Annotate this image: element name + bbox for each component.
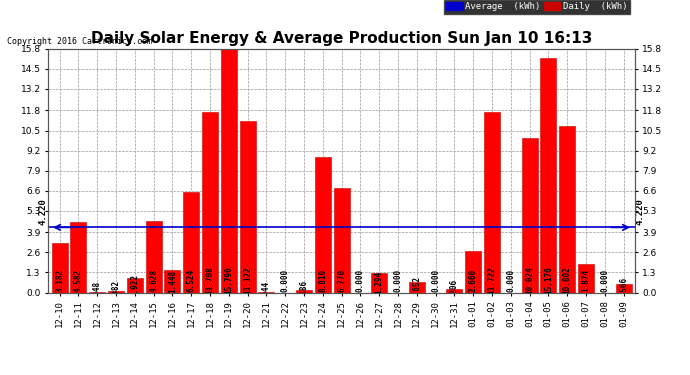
Bar: [108, 291, 124, 292]
Text: 0.000: 0.000: [600, 268, 609, 292]
Bar: [484, 112, 500, 292]
Text: 1.294: 1.294: [375, 271, 384, 294]
Text: 15.790: 15.790: [224, 266, 233, 294]
Bar: [52, 243, 68, 292]
Text: 0.044: 0.044: [262, 280, 271, 304]
Text: 11.722: 11.722: [487, 266, 496, 294]
Text: 0.566: 0.566: [619, 277, 628, 300]
Text: 0.922: 0.922: [130, 274, 139, 297]
Text: 1.874: 1.874: [582, 268, 591, 292]
Text: 11.708: 11.708: [206, 266, 215, 294]
Bar: [522, 138, 538, 292]
Text: 0.186: 0.186: [299, 279, 308, 303]
Bar: [202, 112, 218, 292]
Bar: [127, 278, 143, 292]
Bar: [371, 273, 387, 292]
Bar: [408, 282, 425, 292]
Text: 0.000: 0.000: [393, 268, 402, 292]
Text: 0.048: 0.048: [92, 280, 101, 304]
Text: 0.000: 0.000: [356, 268, 365, 292]
Bar: [446, 290, 462, 292]
Bar: [296, 290, 312, 292]
Bar: [164, 270, 180, 292]
Text: 0.000: 0.000: [281, 268, 290, 292]
Bar: [559, 126, 575, 292]
Text: Copyright 2016 Cartronics.com: Copyright 2016 Cartronics.com: [7, 38, 152, 46]
Text: 10.024: 10.024: [525, 266, 534, 294]
Text: 0.000: 0.000: [506, 268, 515, 292]
Text: 10.802: 10.802: [562, 266, 571, 294]
Text: 8.810: 8.810: [318, 268, 327, 292]
Text: 4.582: 4.582: [74, 268, 83, 292]
Bar: [70, 222, 86, 292]
Text: 6.770: 6.770: [337, 268, 346, 292]
Text: 0.082: 0.082: [112, 280, 121, 303]
Bar: [315, 157, 331, 292]
Text: 0.652: 0.652: [412, 276, 421, 299]
Bar: [239, 121, 255, 292]
Text: 2.660: 2.660: [469, 268, 477, 292]
Bar: [333, 188, 350, 292]
Text: 3.182: 3.182: [55, 268, 64, 292]
Text: 0.000: 0.000: [431, 268, 440, 292]
Title: Daily Solar Energy & Average Production Sun Jan 10 16:13: Daily Solar Energy & Average Production …: [91, 31, 592, 46]
Bar: [221, 49, 237, 292]
Bar: [540, 58, 556, 292]
Text: 15.176: 15.176: [544, 266, 553, 294]
Bar: [465, 252, 481, 292]
Text: 0.206: 0.206: [450, 279, 459, 303]
Text: 1.448: 1.448: [168, 270, 177, 293]
Bar: [146, 221, 161, 292]
Text: 6.524: 6.524: [187, 268, 196, 292]
Legend: Average  (kWh), Daily  (kWh): Average (kWh), Daily (kWh): [444, 0, 630, 14]
Bar: [615, 284, 631, 292]
Text: 4.220: 4.220: [636, 198, 645, 225]
Bar: [578, 264, 594, 292]
Bar: [183, 192, 199, 292]
Text: 4.220: 4.220: [38, 198, 47, 225]
Text: 11.122: 11.122: [243, 266, 252, 294]
Text: 4.628: 4.628: [149, 268, 158, 292]
